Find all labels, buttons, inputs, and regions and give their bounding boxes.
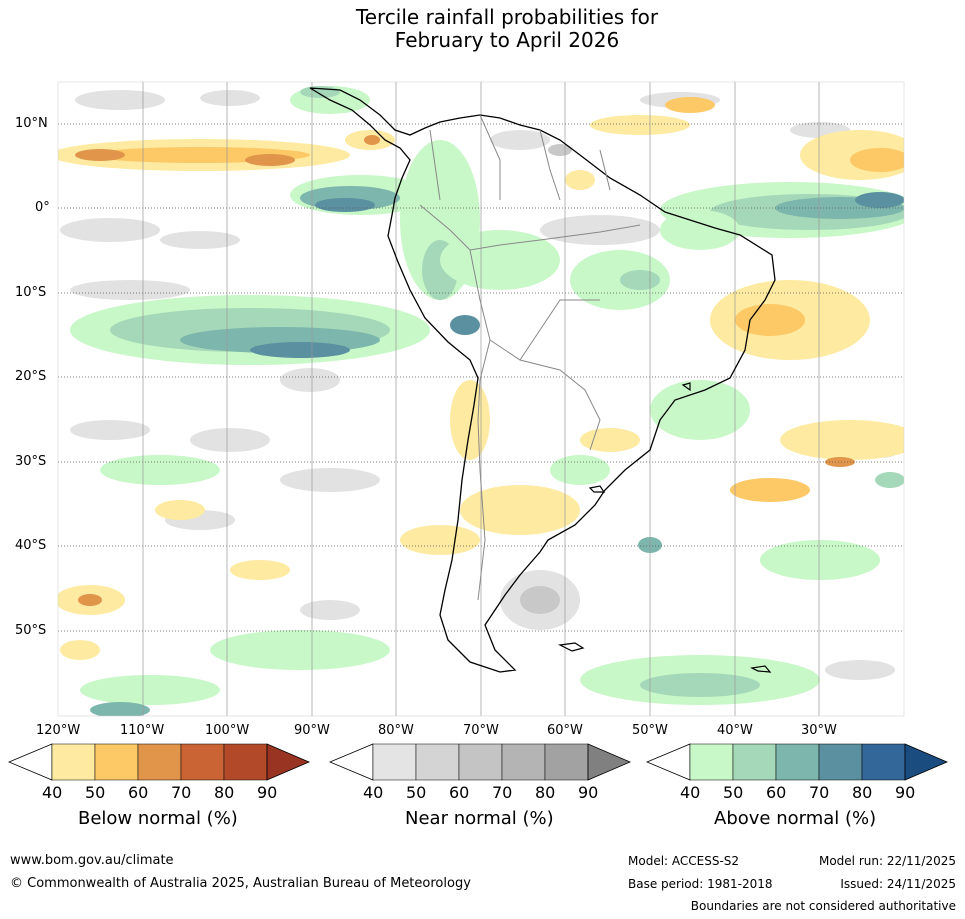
colorbar-tick-label: 80 (852, 783, 873, 802)
map-title-line2: February to April 2026 (394, 28, 620, 52)
lat-label: 30°S (15, 454, 47, 469)
base-period: Base period: 1981-2018 (628, 877, 773, 891)
colorbar-segment (415, 743, 460, 781)
colorbar-segment (137, 743, 182, 781)
colorbar-tick-label: 90 (257, 783, 278, 802)
near-normal-regions (60, 90, 900, 680)
below-normal-title: Below normal (%) (78, 808, 238, 829)
lon-label: 40°W (717, 723, 753, 738)
country-borders (419, 114, 641, 601)
colorbar-tick-label: 90 (578, 783, 599, 802)
lon-label: 30°W (801, 723, 837, 738)
lon-label: 60°W (547, 723, 583, 738)
above-normal-title: Above normal (%) (714, 808, 877, 829)
colorbar-segment (732, 743, 777, 781)
above-normal-colorbar (646, 743, 949, 781)
lon-label: 50°W (632, 723, 668, 738)
colorbar-high-extend (904, 743, 949, 781)
lat-label: 0° (35, 200, 50, 215)
copyright: © Commonwealth of Australia 2025, Austra… (10, 876, 471, 891)
lat-label: 10°N (15, 116, 48, 131)
colorbar-tick-label: 70 (171, 783, 192, 802)
lon-label: 90°W (294, 723, 330, 738)
colorbar-tick-label: 40 (363, 783, 384, 802)
bom-url: www.bom.gov.au/climate (10, 853, 174, 868)
colorbar-tick-label: 70 (492, 783, 513, 802)
colorbar-tick-label: 40 (680, 783, 701, 802)
colorbar-segment (51, 743, 96, 781)
colorbar-tick-label: 40 (42, 783, 63, 802)
colorbar-tick-label: 80 (214, 783, 235, 802)
colorbar-high-extend (266, 743, 311, 781)
issued-date: Issued: 24/11/2025 (840, 877, 956, 891)
lon-label: 70°W (463, 723, 499, 738)
colorbar-segment (94, 743, 139, 781)
lon-label: 80°W (378, 723, 414, 738)
colorbar-tick-label: 50 (406, 783, 427, 802)
model-run: Model run: 22/11/2025 (818, 854, 956, 868)
lat-label: 20°S (15, 369, 47, 384)
colorbar-segment (372, 743, 417, 781)
colorbar-tick-label: 80 (535, 783, 556, 802)
colorbar-segment (180, 743, 225, 781)
colorbar-tick-label: 60 (128, 783, 149, 802)
colorbar-segment (501, 743, 546, 781)
disclaimer: Boundaries are not considered authoritat… (690, 899, 956, 913)
colorbar-tick-label: 60 (449, 783, 470, 802)
colorbar-tick-label: 50 (85, 783, 106, 802)
colorbar-low-extend (8, 743, 53, 781)
colorbar-tick-label: 50 (723, 783, 744, 802)
colorbar-low-extend (646, 743, 691, 781)
lat-label: 40°S (15, 538, 47, 553)
colorbar-tick-label: 60 (766, 783, 787, 802)
islands (557, 382, 772, 673)
colorbar-segment (818, 743, 863, 781)
south-america-coastline (309, 87, 776, 673)
colorbar-segment (458, 743, 503, 781)
below-normal-colorbar (8, 743, 311, 781)
colorbar-segment (775, 743, 820, 781)
lon-label: 100°W (205, 723, 250, 738)
colorbar-tick-label: 70 (809, 783, 830, 802)
near-normal-title: Near normal (%) (405, 808, 554, 829)
map-title-line1: Tercile rainfall probabilities for (355, 5, 659, 29)
lat-label: 10°S (15, 285, 47, 300)
colorbar-segment (861, 743, 906, 781)
colorbar-segment (544, 743, 589, 781)
colorbar-tick-label: 90 (895, 783, 916, 802)
colorbar-low-extend (329, 743, 374, 781)
lat-label: 50°S (15, 623, 47, 638)
colorbar-high-extend (587, 743, 632, 781)
above-normal-regions (70, 86, 904, 716)
below-normal-regions (58, 97, 904, 660)
lon-label: 120°W (36, 723, 81, 738)
colorbar-segment (223, 743, 268, 781)
colorbar-segment (689, 743, 734, 781)
model-name: Model: ACCESS-S2 (628, 854, 740, 868)
near-normal-colorbar (329, 743, 632, 781)
lon-label: 110°W (120, 723, 165, 738)
